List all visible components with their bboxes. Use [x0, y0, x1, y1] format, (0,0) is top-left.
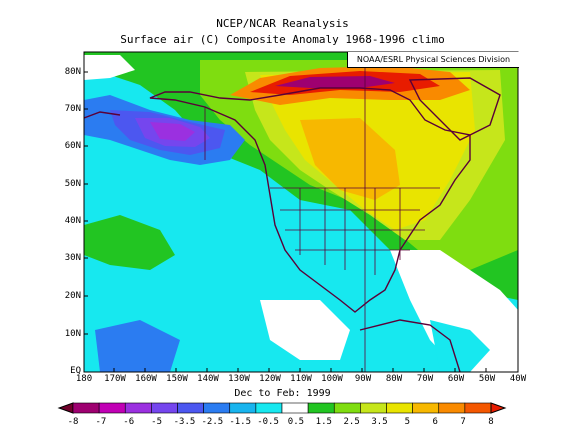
colorbar-tick-label: -2.5 [201, 417, 224, 427]
plot-frame [83, 51, 519, 373]
lon-tick-label: 90W [354, 374, 372, 384]
lat-tick-label: 20N [64, 291, 81, 301]
colorbar-swatch [151, 402, 178, 414]
lon-tick-label: 110W [290, 374, 312, 384]
colorbar-swatch [281, 402, 309, 414]
colorbar-swatch [98, 402, 126, 414]
lat-tick-label: 60N [64, 141, 81, 151]
colorbar-tick-label: -3.5 [173, 417, 196, 427]
north-america-outline [149, 87, 471, 313]
colorbar-swatch [307, 402, 335, 414]
colorbar-min-arrow [57, 402, 74, 414]
colorbar-swatch [412, 402, 440, 414]
lon-tick-label: 140W [197, 374, 219, 384]
period-label: Dec to Feb: 1999 [234, 388, 331, 399]
colorbar-tick-label: 3.5 [371, 417, 388, 427]
lat-tick-label: 70N [64, 104, 81, 114]
colorbar-tick-label: 8 [488, 417, 494, 427]
lon-tick-label: 160W [135, 374, 157, 384]
colorbar-swatch [124, 402, 152, 414]
colorbar-max-arrow [490, 402, 507, 414]
colorbar-swatch [464, 402, 492, 414]
colorbar-tick-label: 1.5 [315, 417, 332, 427]
lon-tick-label: 100W [321, 374, 343, 384]
colorbar-swatch [360, 402, 387, 414]
colorbar-swatch [203, 402, 231, 414]
lat-tick-label: EQ [70, 366, 81, 376]
colorbar-tick-label: -8 [67, 417, 79, 427]
colorbar-tick-label: 5 [404, 417, 411, 427]
colorbar-swatch [255, 402, 283, 414]
coastlines [84, 77, 501, 372]
colorbar-tick-label: 2.5 [343, 417, 360, 427]
colorbar-tick-label: -5 [151, 417, 163, 427]
lat-tick-label: 30N [64, 253, 81, 263]
colorbar-swatch [438, 402, 466, 414]
map-subtitle: Surface air (C) Composite Anomaly 1968-1… [120, 33, 445, 46]
colorbar-swatch [72, 402, 100, 414]
greenland-outline [408, 77, 501, 141]
colorbar-tick-label: 6 [432, 417, 438, 427]
colorbar-tick-label: 0.5 [287, 417, 305, 427]
map-title: NCEP/NCAR Reanalysis [216, 17, 349, 30]
colorbar-tick-label: -7 [95, 417, 107, 427]
field-negative-4 [150, 122, 195, 141]
lon-tick-label: 80W [385, 374, 403, 384]
colorbar-tick-label: -1.5 [229, 417, 252, 427]
lon-tick-label: 60W [447, 374, 465, 384]
lat-tick-label: 10N [64, 329, 81, 339]
lon-tick-label: 50W [478, 374, 496, 384]
state-borders-h [280, 209, 425, 251]
colorbar-swatch [333, 402, 361, 414]
field-positive-west [84, 215, 175, 270]
credit-label: NOAA/ESRL Physical Sciences Division [347, 52, 519, 68]
political-borders [204, 52, 440, 372]
lon-tick-label: 180 [75, 374, 93, 384]
lat-tick-label: 80N [64, 67, 81, 77]
lon-tick-label: 130W [228, 374, 250, 384]
siberia-outline [84, 111, 121, 119]
south-america-outline [359, 319, 461, 372]
field-positive-4 [300, 118, 400, 200]
colorbar-tick-label: -0.5 [257, 417, 279, 427]
lat-tick-label: 50N [64, 179, 81, 189]
lat-tick-label: 40N [64, 216, 81, 226]
lon-tick-label: 40W [509, 374, 527, 384]
field-negative-carib [430, 320, 490, 372]
colorbar-swatch [386, 402, 413, 414]
field-negative-tropics [95, 320, 180, 372]
colorbar-swatch [177, 402, 204, 414]
field-neutral-se [390, 250, 518, 372]
colorbar [57, 402, 507, 414]
lon-tick-label: 70W [416, 374, 434, 384]
lon-tick-label: 120W [259, 374, 281, 384]
field-neutral-tropics [260, 300, 350, 360]
colorbar-tick-label: 7 [460, 417, 466, 427]
colorbar-tick-label: -6 [123, 417, 135, 427]
axis-ticks [84, 71, 487, 372]
anomaly-field [84, 52, 518, 372]
lon-tick-label: 150W [166, 374, 188, 384]
lon-tick-label: 170W [104, 374, 126, 384]
field-neutral-nw [84, 55, 135, 80]
colorbar-swatch [229, 402, 257, 414]
state-borders-v [299, 188, 401, 275]
